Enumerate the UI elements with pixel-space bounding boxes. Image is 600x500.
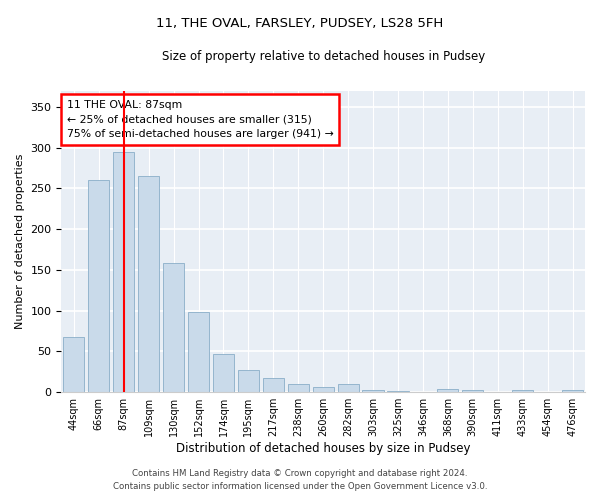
Bar: [562, 390, 583, 392]
Y-axis label: Number of detached properties: Number of detached properties: [15, 154, 25, 329]
Bar: [287, 384, 309, 392]
Bar: [188, 312, 209, 392]
Bar: [437, 389, 458, 392]
Bar: [338, 384, 359, 392]
X-axis label: Distribution of detached houses by size in Pudsey: Distribution of detached houses by size …: [176, 442, 470, 455]
Bar: [163, 264, 184, 392]
Text: 11, THE OVAL, FARSLEY, PUDSEY, LS28 5FH: 11, THE OVAL, FARSLEY, PUDSEY, LS28 5FH: [157, 18, 443, 30]
Bar: [512, 390, 533, 392]
Bar: [238, 370, 259, 392]
Text: Contains HM Land Registry data © Crown copyright and database right 2024.
Contai: Contains HM Land Registry data © Crown c…: [113, 470, 487, 491]
Bar: [213, 354, 234, 392]
Bar: [263, 378, 284, 392]
Bar: [362, 390, 383, 392]
Bar: [63, 337, 85, 392]
Bar: [138, 176, 159, 392]
Text: 11 THE OVAL: 87sqm
← 25% of detached houses are smaller (315)
75% of semi-detach: 11 THE OVAL: 87sqm ← 25% of detached hou…: [67, 100, 334, 139]
Title: Size of property relative to detached houses in Pudsey: Size of property relative to detached ho…: [161, 50, 485, 63]
Bar: [462, 390, 484, 392]
Bar: [113, 152, 134, 392]
Bar: [313, 388, 334, 392]
Bar: [88, 180, 109, 392]
